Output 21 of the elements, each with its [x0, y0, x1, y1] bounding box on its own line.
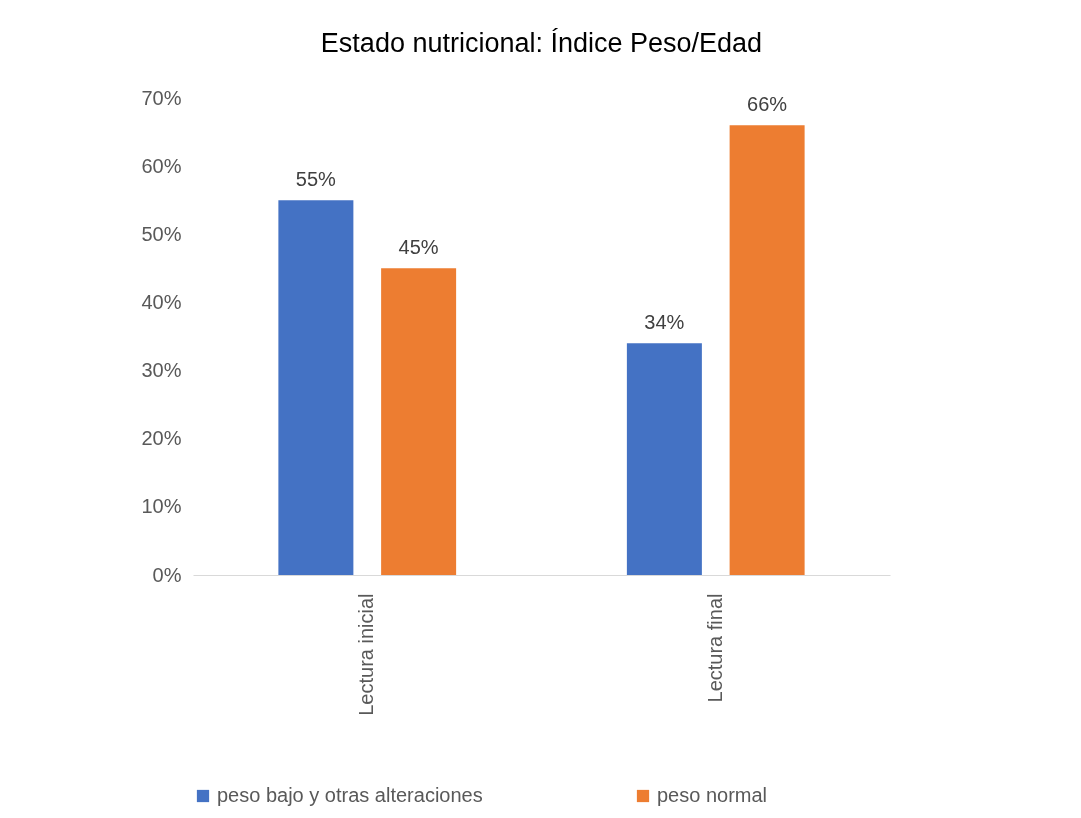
data-label: 66%	[747, 93, 788, 116]
data-label: 45%	[398, 236, 439, 259]
y-tick-label: 70%	[141, 86, 182, 109]
legend-label: peso bajo y otras alteraciones	[217, 784, 483, 806]
y-tick-label: 10%	[141, 495, 182, 518]
y-tick-label: 20%	[141, 427, 182, 450]
y-tick-label: 40%	[141, 290, 182, 313]
y-tick-label: 30%	[141, 359, 182, 382]
legend-label: peso normal	[657, 784, 768, 806]
bar	[381, 268, 457, 575]
bar	[729, 125, 805, 575]
bar	[626, 343, 702, 575]
y-tick-label: 60%	[141, 154, 182, 177]
y-tick-label: 50%	[141, 222, 182, 245]
chart-title: Estado nutricional: Índice Peso/Edad	[320, 28, 763, 58]
x-tick-label: Lectura final	[703, 593, 726, 703]
data-label: 34%	[644, 311, 685, 334]
data-label: 55%	[295, 168, 337, 191]
y-tick-label: 0%	[152, 563, 182, 586]
bar	[278, 200, 354, 575]
x-tick-label: Lectura inicial	[355, 593, 378, 716]
